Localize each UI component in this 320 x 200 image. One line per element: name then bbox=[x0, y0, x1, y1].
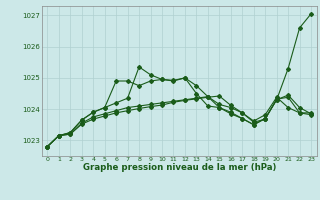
X-axis label: Graphe pression niveau de la mer (hPa): Graphe pression niveau de la mer (hPa) bbox=[83, 163, 276, 172]
